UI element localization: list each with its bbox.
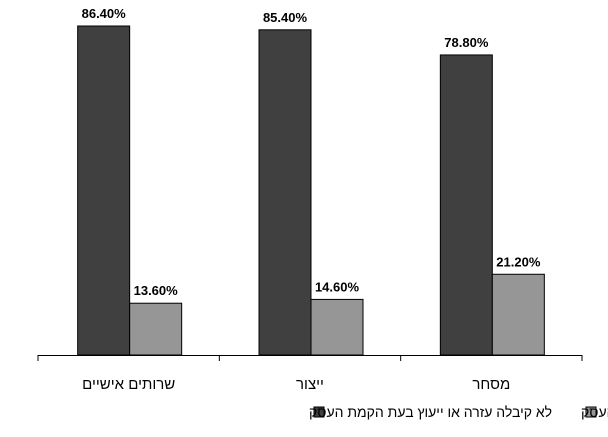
bar-got-help-2 bbox=[491, 273, 545, 356]
data-label: 14.60% bbox=[315, 279, 360, 294]
data-label: 86.40% bbox=[82, 6, 127, 21]
data-label: 78.80% bbox=[444, 35, 489, 50]
legend-label-got-help: קיבלה עזרה או ייעוץ בעת הקמת העסק bbox=[581, 404, 608, 420]
category-label: ייצור bbox=[296, 376, 324, 393]
legend-label-no-help: לא קיבלה עזרה או ייעוץ בעת הקמת העסק bbox=[309, 404, 552, 420]
legend-swatch-got-help bbox=[585, 406, 597, 418]
category-label: מסחר bbox=[472, 376, 510, 393]
data-label: 85.40% bbox=[263, 10, 308, 25]
data-label: 13.60% bbox=[134, 283, 179, 298]
bar-got-help-1 bbox=[310, 298, 364, 356]
category-label: שרותים אישיים bbox=[82, 376, 175, 393]
x-axis bbox=[37, 355, 583, 361]
legend: לא קיבלה עזרה או ייעוץ בעת הקמת העסק קיבל… bbox=[309, 404, 608, 420]
bars-group bbox=[77, 25, 545, 356]
legend-swatch-no-help bbox=[313, 406, 325, 418]
bar-no-help-2 bbox=[439, 54, 493, 356]
bar-no-help-0 bbox=[77, 25, 131, 356]
bar-no-help-1 bbox=[258, 29, 312, 356]
data-label: 21.20% bbox=[496, 254, 541, 269]
category-labels-group: שרותים אישיים ייצור מסחר bbox=[82, 376, 510, 393]
bar-got-help-0 bbox=[129, 302, 183, 356]
value-labels-group: 86.40% 13.60% 85.40% 14.60% 78.80% 21.20% bbox=[82, 6, 541, 298]
